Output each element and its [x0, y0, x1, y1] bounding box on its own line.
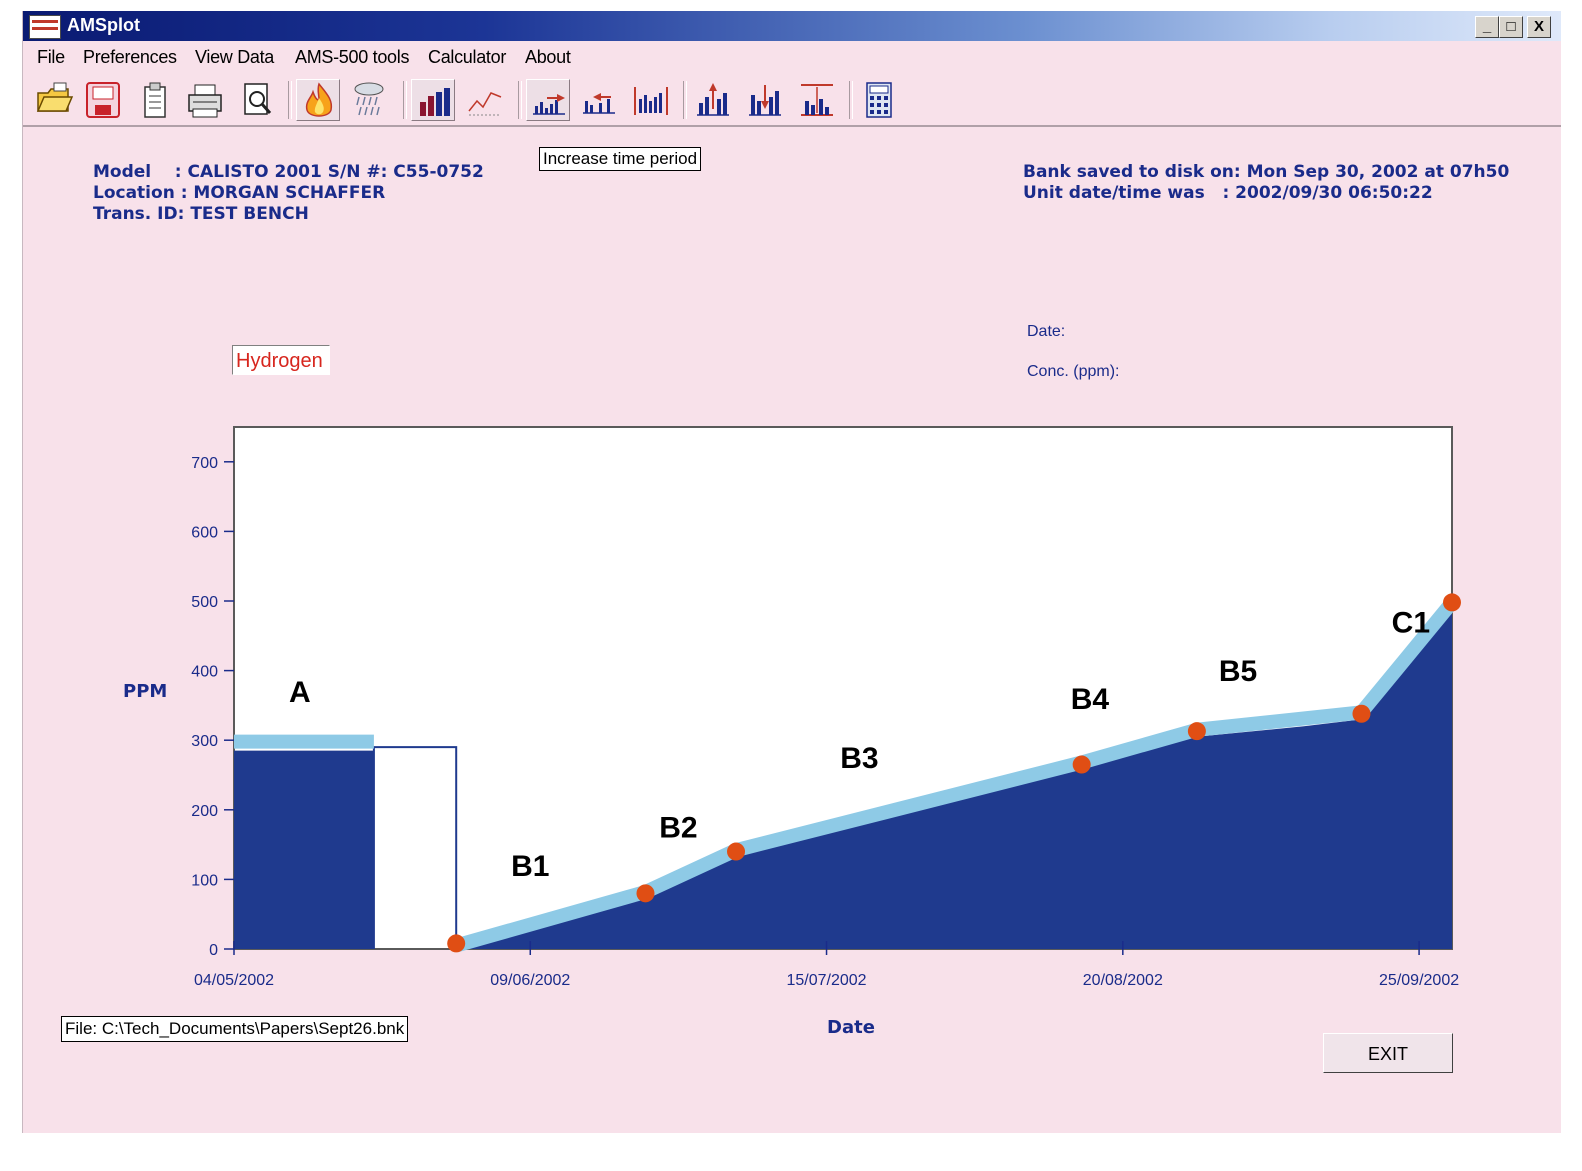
increase-scale-button[interactable] — [691, 79, 735, 121]
x-axis-label: Date — [827, 1017, 875, 1038]
moisture-icon — [354, 82, 384, 116]
y-tick-label: 400 — [191, 664, 218, 681]
x-tick-label: 04/05/2002 — [194, 972, 274, 989]
toolbar — [23, 75, 1561, 127]
bar-graph-button[interactable] — [411, 79, 455, 121]
area-series-a — [234, 750, 374, 949]
x-tick-label: 09/06/2002 — [490, 972, 570, 989]
line-graph-icon — [468, 92, 502, 116]
y-tick-label: 500 — [191, 594, 218, 611]
gap-outline — [372, 746, 458, 949]
fit-time-period-button[interactable] — [629, 79, 673, 121]
annotation-c1: C1 — [1392, 606, 1430, 639]
x-tick-label: 20/08/2002 — [1083, 972, 1163, 989]
data-point-3 — [727, 842, 746, 861]
line-graph-button[interactable] — [463, 79, 507, 121]
y-axis-label: PPM — [123, 681, 167, 702]
transformer-id-info: Trans. ID: TEST BENCH — [93, 204, 309, 224]
fit-scale-button[interactable] — [795, 79, 839, 121]
data-point-1 — [447, 934, 466, 953]
data-point-5 — [1187, 722, 1206, 741]
exit-button[interactable]: EXIT — [1323, 1033, 1453, 1073]
menu-file[interactable]: File — [37, 47, 65, 67]
menu-bar: File Preferences View Data AMS-500 tools… — [23, 43, 1561, 71]
printer-icon — [188, 84, 222, 118]
clipboard-icon — [144, 82, 166, 118]
annotation-b5: B5 — [1219, 655, 1257, 688]
y-tick-label: 300 — [191, 733, 218, 750]
print-preview-button[interactable] — [235, 79, 279, 121]
bar-graph-icon — [420, 88, 450, 116]
data-point-7 — [1443, 593, 1461, 612]
amsplot-app-icon — [29, 15, 61, 39]
file-path-label: File: C:\Tech_Documents\Papers\Sept26.bn… — [61, 1016, 409, 1042]
bank-saved-info: Bank saved to disk on: Mon Sep 30, 2002 … — [1023, 162, 1510, 182]
decrease-time-period-icon — [583, 93, 615, 114]
fit-time-period-icon — [634, 87, 668, 115]
annotation-b2: B2 — [659, 812, 697, 845]
data-point-2 — [636, 884, 655, 903]
fire-gas-icon — [305, 82, 333, 117]
decrease-scale-icon — [749, 85, 781, 116]
data-point-4 — [1072, 755, 1091, 774]
cursor-date-label: Date: — [1027, 323, 1066, 340]
menu-preferences[interactable]: Preferences — [83, 47, 177, 67]
area-series-b — [456, 607, 1452, 949]
increase-scale-icon — [697, 83, 729, 116]
maximize-button[interactable]: □ — [1499, 16, 1523, 38]
save-disk-icon — [86, 82, 120, 118]
y-tick-label: 600 — [191, 524, 218, 541]
annotation-b3: B3 — [840, 742, 878, 775]
y-tick-label: 200 — [191, 803, 218, 820]
gas-selector[interactable]: Hydrogen — [232, 345, 330, 375]
x-tick-label: 25/09/2002 — [1379, 972, 1459, 989]
open-folder-icon — [36, 82, 74, 112]
moisture-button[interactable] — [347, 79, 391, 121]
app-window: AMSplot _ □ X File Preferences View Data… — [22, 11, 1561, 1133]
close-button[interactable]: X — [1527, 16, 1551, 38]
hydrogen-trend-chart[interactable]: A B1 B2 B3 B4 B5 C1 0 100 200 300 400 500 600 700 04/05… — [23, 11, 1561, 1133]
minimize-button[interactable]: _ — [1475, 16, 1499, 38]
fit-scale-icon — [801, 84, 833, 116]
data-point-6 — [1352, 704, 1371, 723]
model-info: Model : CALISTO 2001 S/N #: C55-0752 — [93, 162, 484, 182]
decrease-time-period-button[interactable] — [577, 79, 621, 121]
annotation-a: A — [289, 676, 311, 709]
print-preview-icon — [244, 83, 272, 115]
increase-time-period-icon — [533, 94, 565, 115]
decrease-scale-button[interactable] — [743, 79, 787, 121]
location-info: Location : MORGAN SCHAFFER — [93, 183, 386, 203]
calculator-button[interactable] — [857, 79, 901, 121]
menu-view-data[interactable]: View Data — [195, 47, 275, 67]
title-bar[interactable]: AMSplot _ □ X — [23, 11, 1561, 41]
window-title: AMSplot — [67, 15, 140, 35]
print-button[interactable] — [183, 79, 227, 121]
annotation-b1: B1 — [511, 850, 549, 883]
open-file-button[interactable] — [32, 79, 76, 121]
annotation-b4: B4 — [1071, 683, 1110, 716]
save-button[interactable] — [81, 79, 125, 121]
x-tick-label: 15/07/2002 — [787, 972, 867, 989]
menu-calculator[interactable]: Calculator — [428, 47, 507, 67]
increase-time-period-button[interactable] — [526, 79, 570, 121]
copy-clipboard-button[interactable] — [133, 79, 177, 121]
menu-about[interactable]: About — [525, 47, 571, 67]
combustible-gas-button[interactable] — [296, 79, 340, 121]
toolbar-tooltip: Increase time period — [539, 147, 702, 171]
y-tick-label: 700 — [191, 455, 218, 472]
y-tick-label: 100 — [191, 872, 218, 889]
unit-datetime-info: Unit date/time was : 2002/09/30 06:50:22 — [1023, 183, 1433, 203]
calculator-icon — [866, 82, 892, 118]
cursor-concentration-label: Conc. (ppm): — [1027, 363, 1120, 380]
menu-ams-500-tools[interactable]: AMS-500 tools — [295, 47, 410, 67]
y-tick-label: 0 — [209, 942, 218, 959]
